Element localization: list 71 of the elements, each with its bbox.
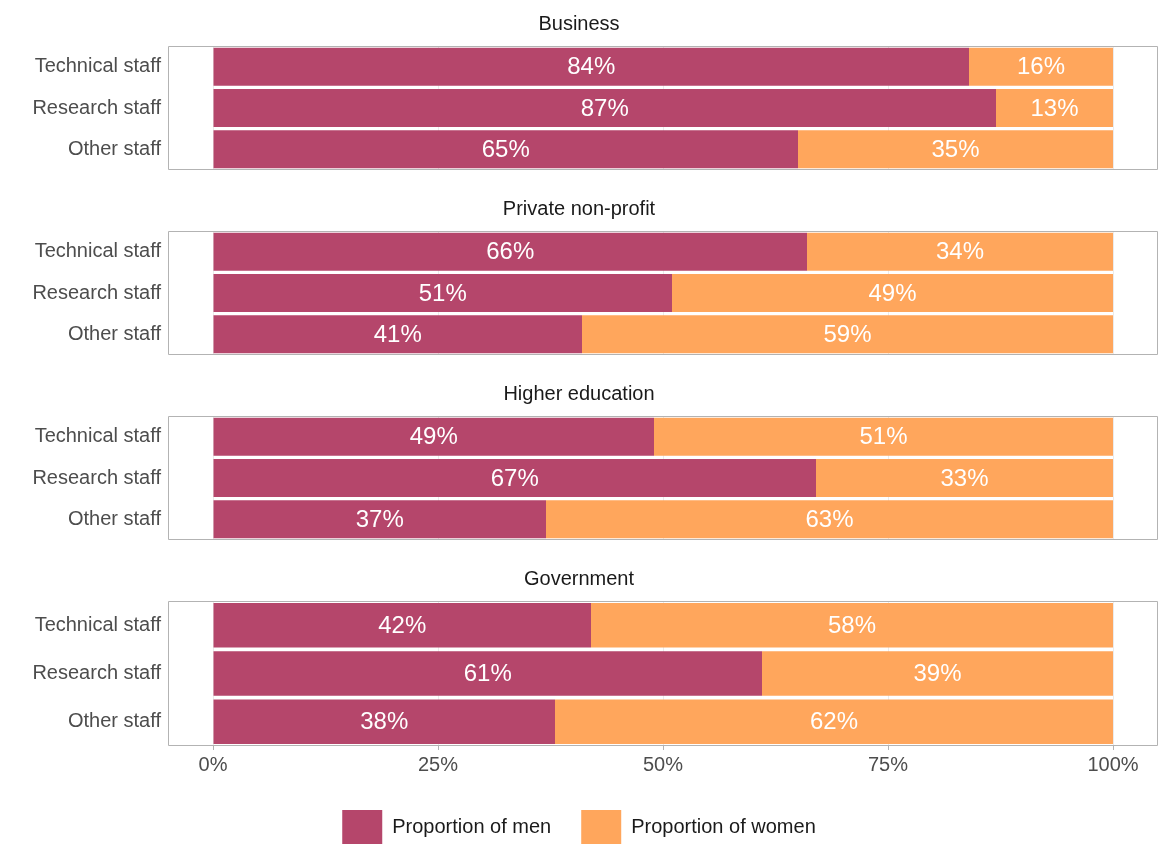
data-label: 62% xyxy=(809,707,859,735)
bar xyxy=(213,651,762,696)
bar xyxy=(654,417,1113,456)
chart-title: Business xyxy=(538,11,620,34)
y-tick-label: Research staff xyxy=(32,280,162,303)
y-tick-label: Technical staff xyxy=(34,239,162,262)
data-label: 51% xyxy=(859,422,908,450)
data-label: 67% xyxy=(490,463,539,491)
data-label: 51% xyxy=(418,278,467,306)
bar xyxy=(555,699,1113,745)
data-label: 34% xyxy=(935,237,985,265)
bar xyxy=(582,315,1113,354)
bar xyxy=(762,651,1113,696)
data-label: 59% xyxy=(823,319,872,347)
y-tick-label: Technical staff xyxy=(34,612,162,635)
x-tick-label: 50% xyxy=(642,752,684,775)
x-tick-label: 0% xyxy=(198,752,228,775)
bar xyxy=(816,458,1113,498)
y-tick-label: Research staff xyxy=(32,95,162,118)
bar xyxy=(213,602,591,648)
bar xyxy=(213,699,555,745)
data-label: 49% xyxy=(868,278,917,306)
bar xyxy=(213,232,807,271)
bar xyxy=(798,130,1113,169)
data-label: 38% xyxy=(360,707,409,735)
data-label: 39% xyxy=(913,659,962,687)
data-label: 33% xyxy=(940,463,989,491)
bar xyxy=(213,88,996,128)
data-label: 49% xyxy=(409,422,458,450)
chart-title: Government xyxy=(523,566,635,589)
bar xyxy=(213,47,969,86)
data-label: 35% xyxy=(931,134,980,162)
data-label: 42% xyxy=(378,610,427,638)
y-tick-label: Research staff xyxy=(32,465,162,488)
bar xyxy=(213,417,654,456)
y-tick-label: Other staff xyxy=(67,709,162,732)
chart-title: Higher education xyxy=(503,381,655,404)
y-tick-label: Other staff xyxy=(67,136,162,159)
legend-label: Proportion of women xyxy=(631,814,816,837)
data-label: 87% xyxy=(580,93,629,121)
bar xyxy=(969,47,1113,86)
bar xyxy=(213,130,798,169)
y-tick-label: Technical staff xyxy=(34,424,162,447)
bar xyxy=(213,315,582,354)
data-label: 16% xyxy=(1016,52,1066,80)
bar xyxy=(213,273,672,313)
x-tick-label: 75% xyxy=(867,752,909,775)
data-label: 66% xyxy=(486,237,535,265)
data-label: 84% xyxy=(567,52,616,80)
data-label: 65% xyxy=(481,134,530,162)
x-tick-label: 100% xyxy=(1087,752,1139,775)
bar xyxy=(807,232,1113,271)
chart-title: Private non-profit xyxy=(502,196,656,219)
bar xyxy=(546,500,1113,539)
bar xyxy=(672,273,1113,313)
y-tick-label: Research staff xyxy=(32,661,162,684)
y-tick-label: Other staff xyxy=(67,321,162,344)
bar xyxy=(213,458,816,498)
data-label: 63% xyxy=(805,504,854,532)
data-label: 58% xyxy=(827,610,877,638)
x-tick-label: 25% xyxy=(417,752,459,775)
data-label: 37% xyxy=(355,504,404,532)
data-label: 13% xyxy=(1030,93,1079,121)
data-label: 61% xyxy=(463,659,512,687)
data-label: 41% xyxy=(373,319,422,347)
bar xyxy=(996,88,1113,128)
legend-label: Proportion of men xyxy=(392,814,552,837)
bar xyxy=(591,602,1113,648)
y-tick-label: Technical staff xyxy=(34,54,162,77)
y-tick-label: Other staff xyxy=(67,506,162,529)
bar xyxy=(213,500,546,539)
